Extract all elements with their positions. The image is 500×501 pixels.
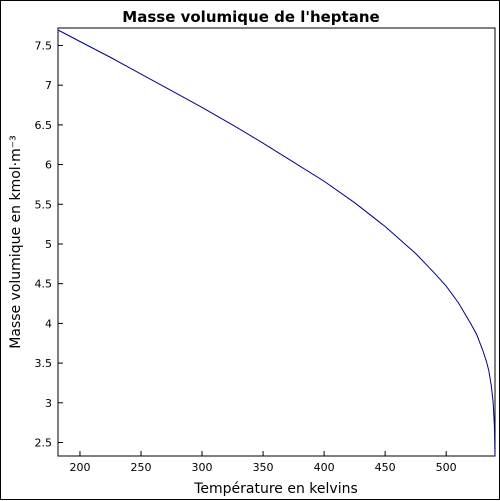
y-tick-label: 6 <box>45 159 52 172</box>
y-tick-label: 7 <box>45 79 52 92</box>
y-tick-label: 4.5 <box>35 278 53 291</box>
chart-title: Masse volumique de l'heptane <box>122 8 379 26</box>
x-tick-label: 200 <box>69 461 90 474</box>
x-tick-label: 250 <box>131 461 152 474</box>
y-tick-label: 2.5 <box>35 437 53 450</box>
y-tick-label: 6.5 <box>35 119 53 132</box>
x-tick-label: 400 <box>314 461 335 474</box>
plot-area-border <box>57 27 496 457</box>
y-tick-label: 3.5 <box>35 357 53 370</box>
y-tick-label: 3 <box>45 397 52 410</box>
y-tick-label: 5 <box>45 238 52 251</box>
y-axis-label: Masse volumique en kmol·m⁻³ <box>8 135 24 349</box>
x-tick-label: 350 <box>253 461 274 474</box>
series-line-density <box>58 29 496 457</box>
y-axis-ticks: 2.5 3 3.5 4 4.5 5 5.5 6 6.5 7 7.5 <box>35 39 63 450</box>
x-axis-label: Température en kelvins <box>193 481 358 497</box>
x-axis-ticks: 200 250 300 350 400 450 500 <box>69 451 457 474</box>
x-tick-label: 300 <box>192 461 213 474</box>
y-tick-label: 4 <box>45 317 52 330</box>
x-tick-label: 450 <box>375 461 396 474</box>
x-tick-label: 500 <box>436 461 457 474</box>
y-tick-label: 5.5 <box>35 198 53 211</box>
y-tick-label: 7.5 <box>35 39 53 52</box>
